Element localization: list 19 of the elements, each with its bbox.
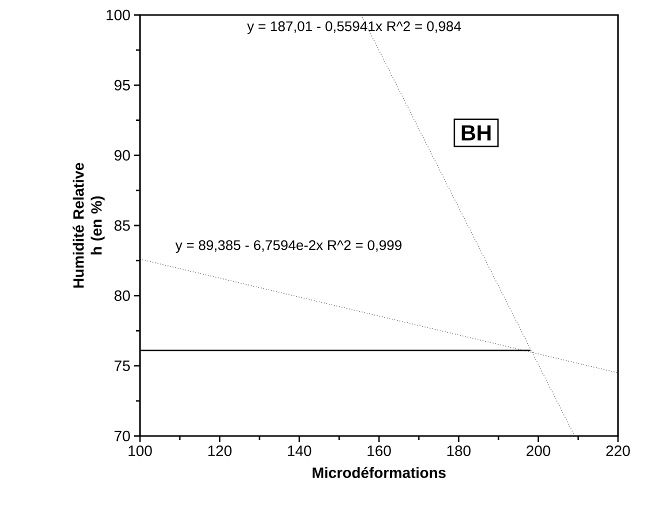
y-tick-label: 80 [114, 290, 130, 301]
x-tick-label: 180 [447, 445, 471, 456]
annotation: y = 187,01 - 0,55941x R^2 = 0,984 [247, 21, 461, 34]
y-tick-label: 100 [106, 10, 130, 20]
y-tick-label: 75 [114, 360, 130, 372]
x-tick-label: 140 [288, 445, 312, 456]
x-tick-label: 220 [606, 445, 630, 456]
x-tick-label: 120 [208, 445, 232, 456]
x-axis-title: Microdéformations [312, 466, 446, 478]
y-axis-title: Humidité Relative h (en %) [72, 162, 105, 288]
x-tick-label: 200 [526, 445, 550, 456]
x-tick-label: 100 [128, 445, 152, 456]
y-tick-label: 70 [114, 430, 130, 442]
y-tick-label: 95 [114, 80, 130, 90]
y-tick-label: 85 [114, 220, 130, 231]
y-tick-label: 90 [114, 150, 130, 161]
annotation: BH [462, 125, 491, 140]
x-tick-label: 160 [368, 445, 391, 456]
annotation: y = 89,385 - 6,7594e-2x R^2 = 0,999 [175, 240, 402, 253]
